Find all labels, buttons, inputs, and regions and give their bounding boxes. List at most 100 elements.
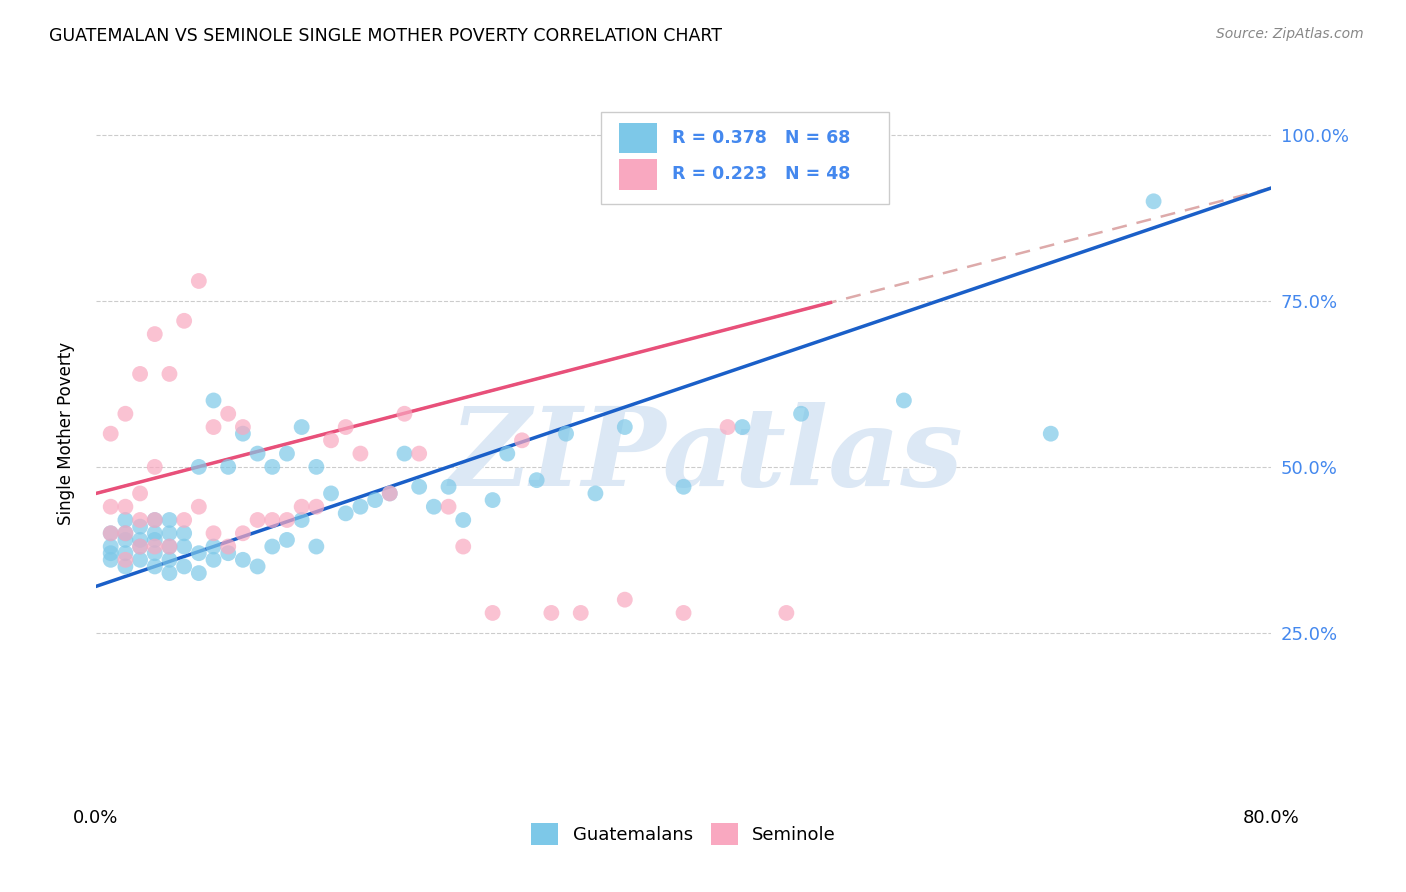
Point [613,592,636,607]
Point [672,606,695,620]
Point [100,553,122,567]
Point [187,459,209,474]
Point [437,480,460,494]
Point [100,526,122,541]
Point [114,513,136,527]
Point [143,546,166,560]
Point [202,420,225,434]
Point [100,526,122,541]
Point [378,486,401,500]
Point [202,526,225,541]
Point [731,420,754,434]
Point [129,367,152,381]
Point [305,459,328,474]
Point [262,459,284,474]
Point [291,513,314,527]
Point [349,447,371,461]
Point [202,393,225,408]
Text: GUATEMALAN VS SEMINOLE SINGLE MOTHER POVERTY CORRELATION CHART: GUATEMALAN VS SEMINOLE SINGLE MOTHER POV… [49,27,723,45]
Point [159,540,181,554]
Text: R = 0.378   N = 68: R = 0.378 N = 68 [672,129,851,147]
Point [232,426,254,441]
Text: R = 0.223   N = 48: R = 0.223 N = 48 [672,165,851,184]
Point [672,480,695,494]
Point [613,420,636,434]
Point [510,434,533,448]
Point [217,459,239,474]
Point [217,407,239,421]
Point [143,533,166,547]
Point [129,513,152,527]
Point [408,480,430,494]
Point [262,513,284,527]
Y-axis label: Single Mother Poverty: Single Mother Poverty [58,343,75,525]
Point [481,493,503,508]
Point [335,420,357,434]
Point [437,500,460,514]
Point [173,540,195,554]
Point [187,566,209,580]
Point [187,546,209,560]
Point [496,447,519,461]
Point [262,540,284,554]
Point [305,500,328,514]
Point [143,327,166,342]
Point [246,513,269,527]
Point [143,513,166,527]
Point [305,540,328,554]
Point [114,526,136,541]
Point [408,447,430,461]
Text: Source: ZipAtlas.com: Source: ZipAtlas.com [1216,27,1364,41]
Point [159,540,181,554]
Point [555,426,578,441]
Point [451,540,474,554]
Point [1039,426,1062,441]
Point [173,526,195,541]
Point [114,500,136,514]
Point [187,500,209,514]
Point [217,540,239,554]
Point [790,407,813,421]
Point [114,526,136,541]
Point [114,559,136,574]
Point [159,566,181,580]
Text: ZIPatlas: ZIPatlas [450,401,965,509]
Point [717,420,740,434]
Point [202,540,225,554]
Point [394,407,416,421]
Point [232,526,254,541]
Point [319,434,342,448]
Point [893,393,915,408]
Point [364,493,387,508]
Point [129,533,152,547]
Point [569,606,592,620]
Point [451,513,474,527]
Point [159,513,181,527]
Point [100,540,122,554]
Point [159,553,181,567]
Point [114,546,136,560]
Point [143,459,166,474]
Point [143,540,166,554]
Point [114,533,136,547]
Point [143,526,166,541]
Point [129,540,152,554]
Point [246,447,269,461]
Point [173,513,195,527]
Point [378,486,401,500]
Point [540,606,562,620]
Point [143,559,166,574]
Point [232,420,254,434]
FancyBboxPatch shape [602,112,889,203]
Point [100,426,122,441]
Point [394,447,416,461]
Point [114,553,136,567]
Point [276,533,298,547]
Point [291,420,314,434]
Point [583,486,606,500]
Point [100,546,122,560]
Point [173,559,195,574]
Point [129,553,152,567]
Point [114,407,136,421]
Point [129,540,152,554]
